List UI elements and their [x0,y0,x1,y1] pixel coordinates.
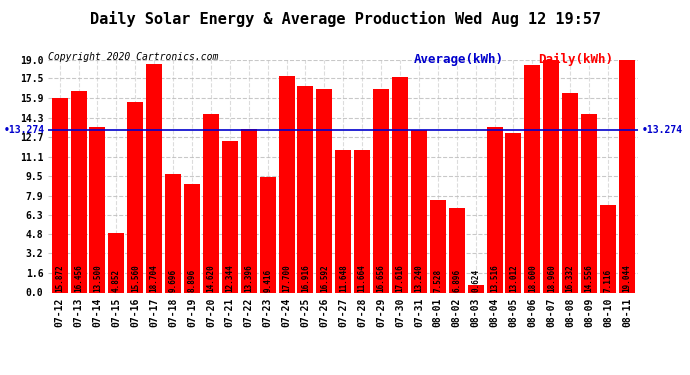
Bar [392,77,408,292]
Text: 7.116: 7.116 [604,269,613,292]
Bar [373,88,389,292]
Bar [581,114,597,292]
Text: 13.012: 13.012 [509,264,518,292]
Bar [486,127,502,292]
Text: Average(kWh): Average(kWh) [414,53,504,66]
Text: Copyright 2020 Cartronics.com: Copyright 2020 Cartronics.com [48,53,219,63]
Bar [524,65,540,292]
Text: 12.344: 12.344 [226,264,235,292]
Text: 16.456: 16.456 [74,264,83,292]
Bar [430,200,446,292]
Text: 4.852: 4.852 [112,269,121,292]
Text: 13.240: 13.240 [415,264,424,292]
Text: 11.664: 11.664 [357,264,366,292]
Text: 17.700: 17.700 [282,264,291,292]
Bar [259,177,276,292]
Bar [70,91,86,292]
Bar [203,114,219,292]
Text: 13.396: 13.396 [244,264,253,292]
Text: 17.616: 17.616 [395,264,404,292]
Bar [279,76,295,292]
Text: 16.592: 16.592 [320,264,329,292]
Text: •13.274: •13.274 [642,125,683,135]
Bar [90,127,106,292]
Text: 9.696: 9.696 [168,269,177,292]
Bar [316,90,333,292]
Bar [241,129,257,292]
Text: 19.044: 19.044 [622,264,631,292]
Text: 9.416: 9.416 [263,269,272,292]
Text: 15.560: 15.560 [131,264,140,292]
Bar [52,98,68,292]
Text: 16.916: 16.916 [301,264,310,292]
Bar [543,60,560,292]
Text: 15.872: 15.872 [55,264,64,292]
Bar [146,64,162,292]
Text: 14.556: 14.556 [584,264,593,292]
Bar [619,60,635,292]
Bar [127,102,144,292]
Text: 18.600: 18.600 [528,264,537,292]
Text: 7.528: 7.528 [433,269,442,292]
Text: Daily(kWh): Daily(kWh) [538,53,613,66]
Bar [505,133,522,292]
Text: 8.896: 8.896 [188,269,197,292]
Bar [108,233,124,292]
Bar [184,184,200,292]
Bar [600,206,616,292]
Text: 16.656: 16.656 [377,264,386,292]
Text: 18.960: 18.960 [546,264,555,292]
Bar [297,86,313,292]
Bar [335,150,351,292]
Bar [354,150,371,292]
Text: 18.704: 18.704 [150,264,159,292]
Text: 16.332: 16.332 [566,264,575,292]
Text: Daily Solar Energy & Average Production Wed Aug 12 19:57: Daily Solar Energy & Average Production … [90,11,600,27]
Bar [468,285,484,292]
Text: 11.648: 11.648 [339,264,348,292]
Text: 13.500: 13.500 [93,264,102,292]
Bar [562,93,578,292]
Text: 14.620: 14.620 [206,264,215,292]
Text: 6.896: 6.896 [452,269,461,292]
Text: •13.274: •13.274 [3,125,45,135]
Text: 0.624: 0.624 [471,269,480,292]
Bar [411,130,427,292]
Text: 13.516: 13.516 [490,264,499,292]
Bar [448,208,465,292]
Bar [221,141,238,292]
Bar [165,174,181,292]
